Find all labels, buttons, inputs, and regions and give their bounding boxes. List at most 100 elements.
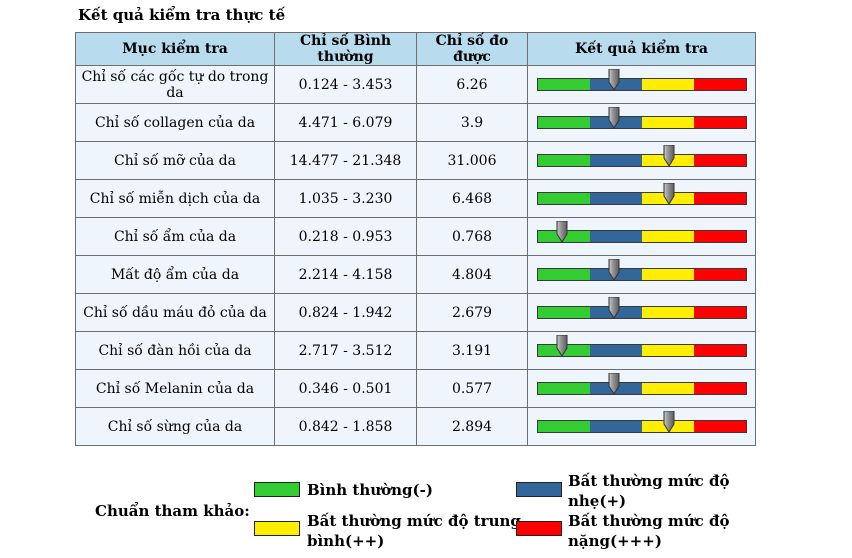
bar-segment (641, 231, 694, 242)
level-marker-icon (663, 411, 675, 433)
bar-segment (589, 345, 642, 356)
measured-value-cell: 2.894 (416, 407, 528, 446)
legend-swatch-yellow (254, 521, 300, 536)
level-marker-icon (663, 145, 675, 167)
header-item: Mục kiểm tra (75, 32, 275, 66)
bar-segment (537, 193, 590, 204)
measured-value-cell: 2.679 (416, 293, 528, 332)
bar-segment (641, 117, 694, 128)
result-bar (536, 107, 747, 129)
result-bar-cell (527, 217, 756, 256)
result-bar (536, 145, 747, 167)
item-name-cell: Chỉ số dầu máu đỏ của da (75, 293, 275, 332)
bar-segment (537, 117, 590, 128)
normal-range-cell: 1.035 - 3.230 (274, 179, 417, 218)
bar-segment (589, 231, 642, 242)
item-name-cell: Chỉ số mỡ của da (75, 141, 275, 180)
bar-segment (693, 269, 746, 280)
normal-range-cell: 0.124 - 3.453 (274, 65, 417, 104)
item-name-cell: Chỉ số sừng của da (75, 407, 275, 446)
item-name-cell: Chỉ số collagen của da (75, 103, 275, 142)
measured-value-cell: 31.006 (416, 141, 528, 180)
bar-segment (693, 383, 746, 394)
item-name-cell: Mất độ ẩm của da (75, 255, 275, 294)
legend-text-line2: nhẹ(+) (568, 492, 627, 510)
normal-range-cell: 2.214 - 4.158 (274, 255, 417, 294)
result-bar-cell (527, 65, 756, 104)
normal-range-cell: 4.471 - 6.079 (274, 103, 417, 142)
legend-text-line1: Bất thường mức độ (568, 472, 730, 490)
measured-value-cell: 3.9 (416, 103, 528, 142)
result-bar (536, 183, 747, 205)
bar-segment (693, 231, 746, 242)
bar-segment (641, 269, 694, 280)
bar-segment (693, 345, 746, 356)
legend-text-line2: bình(++) (307, 532, 385, 550)
item-name-cell: Chỉ số đàn hồi của da (75, 331, 275, 370)
table-row: Mất độ ẩm của da 2.214 - 4.158 4.804 (75, 255, 756, 294)
table-row: Chỉ số dầu máu đỏ của da 0.824 - 1.942 2.6… (75, 293, 756, 332)
header-normal: Chỉ số Bình thường (274, 32, 417, 66)
table-row: Chỉ số miễn dịch của da 1.035 - 3.230 6.46… (75, 179, 756, 218)
table-row: Chỉ số các gốc tự do trong da 0.124 - 3.4… (75, 65, 756, 104)
normal-range-cell: 0.824 - 1.942 (274, 293, 417, 332)
normal-range-cell: 0.842 - 1.858 (274, 407, 417, 446)
measured-value-cell: 6.26 (416, 65, 528, 104)
bar-segment (641, 383, 694, 394)
bar-segment (693, 155, 746, 166)
result-bar (536, 69, 747, 91)
table-row: Chỉ số ẩm của da 0.218 - 0.953 0.768 (75, 217, 756, 256)
bar-segment (693, 307, 746, 318)
result-bar (536, 411, 747, 433)
result-bar (536, 297, 747, 319)
result-bar (536, 373, 747, 395)
item-name-cell: Chỉ số ẩm của da (75, 217, 275, 256)
bar-segment (693, 117, 746, 128)
bar-segment (641, 345, 694, 356)
measured-value-cell: 6.468 (416, 179, 528, 218)
result-bar (536, 259, 747, 281)
bar-segment (537, 155, 590, 166)
table-row: Chỉ số Melanin của da 0.346 - 0.501 0.577 (75, 369, 756, 408)
level-marker-icon (608, 69, 620, 91)
normal-range-cell: 0.346 - 0.501 (274, 369, 417, 408)
table-row: Chỉ số sừng của da 0.842 - 1.858 2.894 (75, 407, 756, 446)
measured-value-cell: 0.577 (416, 369, 528, 408)
level-marker-icon (608, 297, 620, 319)
page-title: Kết quả kiểm tra thực tế (78, 6, 286, 24)
result-bar (536, 335, 747, 357)
results-table: Mục kiểm tra Chỉ số Bình thường Chỉ số đ… (75, 32, 756, 446)
result-bar-cell (527, 331, 756, 370)
result-bar-cell (527, 407, 756, 446)
legend-swatch-red (516, 521, 562, 536)
item-name-cell: Chỉ số các gốc tự do trong da (75, 65, 275, 104)
bar-segment (589, 155, 642, 166)
bar-segment (537, 383, 590, 394)
legend-label: Chuẩn tham khảo: (95, 502, 250, 520)
result-bar-cell (527, 369, 756, 408)
result-bar (536, 221, 747, 243)
header-result: Kết quả kiểm tra (527, 32, 756, 66)
normal-range-cell: 2.717 - 3.512 (274, 331, 417, 370)
header-measured: Chỉ số đo được (416, 32, 528, 66)
bar-segment (693, 193, 746, 204)
result-bar-cell (527, 103, 756, 142)
bar-segment (693, 79, 746, 90)
table-header-row: Mục kiểm tra Chỉ số Bình thường Chỉ số đ… (75, 32, 756, 66)
legend-swatch-blue (516, 482, 562, 497)
level-marker-icon (556, 221, 568, 243)
result-bar-cell (527, 179, 756, 218)
table-row: Chỉ số mỡ của da 14.477 - 21.348 31.006 (75, 141, 756, 180)
legend-swatch-green (254, 482, 300, 497)
level-marker-icon (608, 373, 620, 395)
item-name-cell: Chỉ số miễn dịch của da (75, 179, 275, 218)
bar-segment (537, 79, 590, 90)
result-bar-cell (527, 293, 756, 332)
legend-text-line2: nặng(+++) (568, 532, 662, 550)
measured-value-cell: 0.768 (416, 217, 528, 256)
table-row: Chỉ số collagen của da 4.471 - 6.079 3.9 (75, 103, 756, 142)
bar-segment (537, 269, 590, 280)
bar-segment (693, 421, 746, 432)
normal-range-cell: 14.477 - 21.348 (274, 141, 417, 180)
bar-segment (589, 193, 642, 204)
